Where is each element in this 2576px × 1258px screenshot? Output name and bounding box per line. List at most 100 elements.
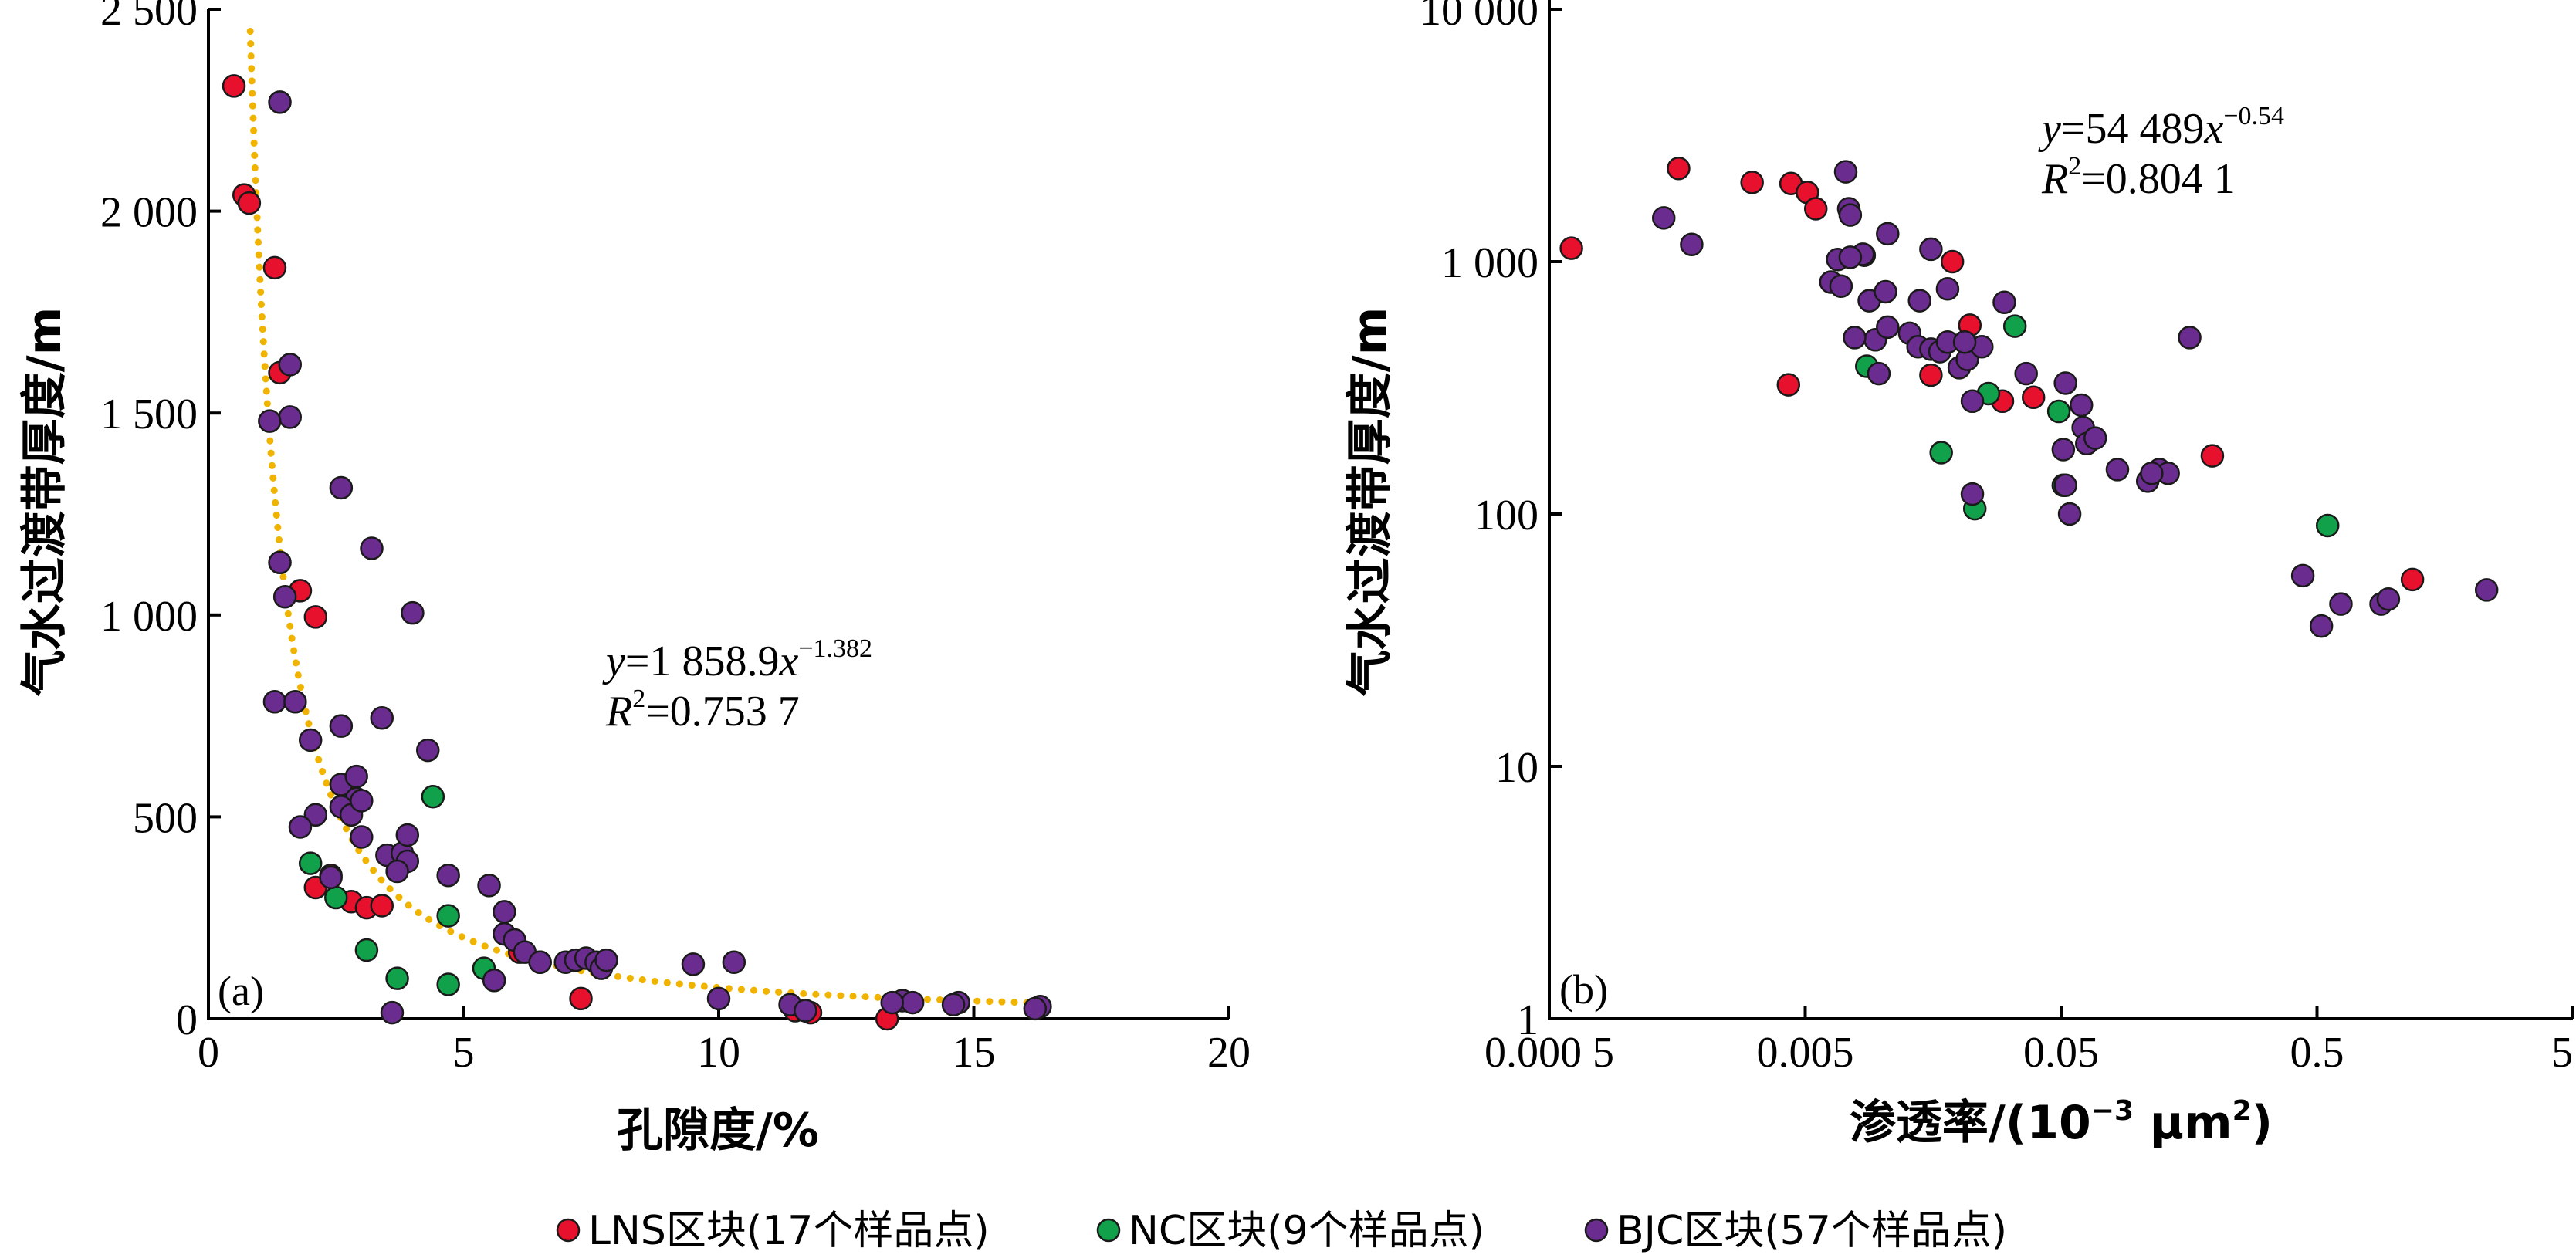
panel-b-point-bjc <box>1651 206 1676 230</box>
panel-a-ticks: 0 5 10 15 20 0 500 1 000 1 500 2 000 2 500 <box>100 0 1251 1077</box>
panel-b-point-bjc <box>2140 461 2164 485</box>
panel-b-point-nc <box>2002 314 2027 338</box>
panel-a-point-bjc <box>278 405 303 429</box>
panel-b-scatter-permeability: 0.000 5 0.005 0.05 0.5 5 1 10 100 1 000 10 000 (b… <box>1343 0 2574 1150</box>
panel-b-point-lns <box>1940 249 1965 274</box>
panel-a-point-bjc <box>288 815 313 839</box>
panel-a-point-bjc <box>350 789 374 813</box>
panel-a-x-tick-label: 10 <box>697 1029 740 1077</box>
panel-b-point-bjc <box>2069 393 2094 418</box>
panel-a-point-bjc <box>477 874 501 898</box>
panel-a-point-bjc <box>370 705 394 730</box>
panel-a-point-nc <box>324 885 348 910</box>
panel-a-point-bjc <box>272 585 297 609</box>
legend-label-bjc: BJC区块(57个样品点) <box>1616 1208 2007 1254</box>
legend-label-lns: LNS区块(17个样品点) <box>588 1208 990 1254</box>
panel-a-point-bjc <box>258 409 282 433</box>
panel-b-x-tick-label: 0.000 5 <box>1484 1029 1614 1077</box>
panel-a-point-bjc <box>482 969 506 993</box>
panel-b-point-bjc <box>1919 237 1943 262</box>
panel-b-point-bjc <box>1935 277 1960 301</box>
legend: LNS区块(17个样品点) NC区块(9个样品点) BJC区块(57个样品点) <box>556 1208 2007 1254</box>
panel-a-eq-coef: =1 858.9 <box>625 637 780 685</box>
panel-a-point-bjc <box>350 825 374 849</box>
legend-marker-nc <box>1096 1218 1121 1243</box>
panel-a-points <box>222 74 1052 1031</box>
panel-b-point-lns <box>1803 197 1828 221</box>
panel-a-point-nc <box>354 938 379 962</box>
panel-a-point-nc <box>385 966 409 990</box>
panel-b-point-lns <box>1776 373 1801 397</box>
panel-b-y-title: 气水过渡带厚度/m <box>1343 307 1397 696</box>
panel-b-x-tick-label: 0.5 <box>2290 1029 2344 1077</box>
panel-a-fit-curve <box>246 28 1044 1006</box>
panel-b-points <box>1559 157 2499 638</box>
panel-b-point-lns <box>2400 567 2425 592</box>
panel-a-point-bjc <box>415 738 440 763</box>
panel-a-point-bjc <box>262 690 287 714</box>
panel-a-r2-sup: 2 <box>632 685 645 713</box>
panel-b-x-title-sup2: 2 <box>2232 1095 2252 1127</box>
panel-b-eq-x: x <box>2203 105 2223 153</box>
panel-a-point-nc <box>298 851 323 875</box>
panel-b-x-title-close: ) <box>2252 1096 2273 1150</box>
panel-a-y-tick-label: 1 000 <box>100 593 198 641</box>
panel-a-point-bjc <box>278 353 303 377</box>
panel-b-point-bjc <box>2051 438 2076 462</box>
panel-a-y-tick-label: 0 <box>176 996 198 1044</box>
panel-a-point-bjc <box>303 803 328 827</box>
panel-b-y-tick-label: 10 <box>1495 744 1538 792</box>
panel-b-r2-val: =0.804 1 <box>2081 155 2236 203</box>
panel-a-point-lns <box>262 255 287 280</box>
panel-b-x-title: 渗透率/(10−3 μm2) <box>1850 1095 2273 1150</box>
panel-a-point-bjc <box>722 950 746 975</box>
panel-b-point-bjc <box>1829 274 1853 298</box>
panel-b-ticks: 0.000 5 0.005 0.05 0.5 5 1 10 100 1 000 10 000 <box>1420 0 2574 1077</box>
panel-a-point-bjc <box>268 550 292 575</box>
panel-a-point-bjc <box>594 948 618 972</box>
panel-b-point-lns <box>2200 444 2225 468</box>
panel-a-point-lns <box>370 894 394 918</box>
panel-a-point-lns <box>569 986 593 1011</box>
panel-a-y-title: 气水过渡带厚度/m <box>18 307 72 696</box>
panel-a-scatter-porosity: 0 5 10 15 20 0 500 1 000 1 500 2 000 2 500 (a) y=1… <box>18 0 1251 1158</box>
panel-a-point-bjc <box>401 600 425 625</box>
panel-a-y-tick-label: 500 <box>133 794 198 842</box>
panel-a-point-bjc <box>319 865 343 890</box>
panel-b-x-title-sup: −3 <box>2091 1095 2134 1127</box>
panel-a-point-lns <box>237 191 262 215</box>
panel-a-x-tick-label: 15 <box>953 1029 996 1077</box>
panel-b-eq-coef: =54 489 <box>2061 105 2205 153</box>
panel-a-point-bjc <box>283 690 307 714</box>
panel-b-x-title-unit: μm <box>2134 1096 2232 1150</box>
panel-a-r2: R2=0.753 7 <box>605 685 800 736</box>
panel-a-point-bjc <box>880 990 904 1015</box>
panel-b-point-bjc <box>1992 290 2016 314</box>
panel-b-point-bjc <box>1960 482 1985 506</box>
legend-marker-lns <box>556 1218 581 1243</box>
panel-a-equation: y=1 858.9x−1.382 <box>602 634 872 685</box>
panel-a-point-bjc <box>344 764 368 789</box>
panel-a-point-bjc <box>385 859 409 884</box>
panel-b-point-bjc <box>2290 563 2315 588</box>
panel-a-fit-line <box>246 28 1044 1006</box>
panel-b-point-bjc <box>2083 426 2107 450</box>
panel-b-label: (b) <box>1559 966 1608 1013</box>
panel-a-x-title: 孔隙度/% <box>617 1104 819 1158</box>
panel-b-point-bjc <box>2309 614 2334 638</box>
panel-a-point-bjc <box>528 950 552 975</box>
panel-b-y-tick-label: 1 000 <box>1441 239 1538 287</box>
panel-b-y-tick-label: 10 000 <box>1420 0 1538 35</box>
panel-b-point-bjc <box>2053 371 2077 395</box>
panel-b-eq-y: y <box>2038 105 2061 153</box>
panel-a-r2-val: =0.753 7 <box>645 688 800 736</box>
panel-a-point-bjc <box>706 986 731 1011</box>
panel-b-point-bjc <box>1833 160 1858 184</box>
panel-b-x-tick-label: 5 <box>2551 1029 2573 1077</box>
panel-b-point-bjc <box>1867 361 1891 386</box>
panel-b-x-tick-label: 0.05 <box>2023 1029 2099 1077</box>
panel-a-label: (a) <box>218 968 264 1014</box>
panel-a-point-bjc <box>268 90 292 114</box>
panel-b-point-lns <box>1559 236 1583 260</box>
